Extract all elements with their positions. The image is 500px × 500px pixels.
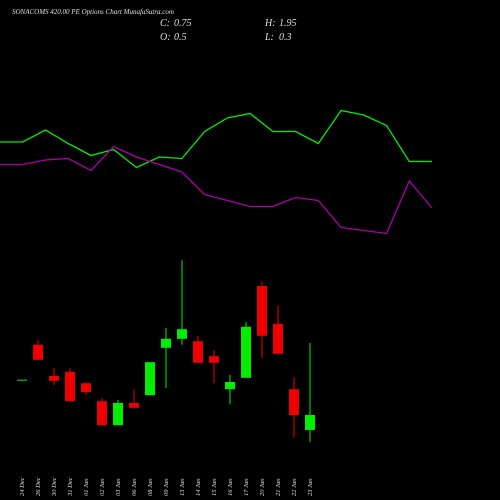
candle-body [129, 403, 139, 408]
candle-body [257, 286, 267, 336]
x-tick-label: 15 Jan [211, 478, 218, 496]
x-tick-label: 08 Jan [147, 478, 154, 496]
candle-body [81, 383, 91, 393]
candle-body [145, 362, 155, 396]
x-tick-label: 09 Jan [163, 478, 170, 496]
candle-body [33, 344, 43, 360]
indicator-line [0, 145, 433, 235]
x-tick-label: 06 Jan [131, 478, 138, 496]
x-tick-label: 02 Jan [99, 478, 106, 496]
chart-title: SONACOMS 420.00 PE Options Chart MunafaS… [12, 8, 174, 16]
candle-body [161, 338, 171, 348]
ohlc-key: C: [160, 18, 170, 29]
x-tick-label: 22 Jan [291, 478, 298, 496]
ohlc-key: L: [264, 32, 274, 43]
x-tick-label: 03 Jan [115, 478, 122, 496]
candle-body [241, 326, 251, 378]
candle-body [209, 356, 219, 363]
candle-body [17, 379, 27, 381]
candle-body [113, 403, 123, 426]
indicator-line [0, 109, 432, 169]
candle-body [193, 341, 203, 363]
candle-body [305, 415, 315, 430]
ohlc-key: O: [160, 32, 171, 43]
x-tick-label: 30 Dec [51, 477, 58, 497]
candle-body [225, 382, 235, 390]
candle-body [177, 329, 187, 339]
ohlc-value: 1.95 [279, 18, 297, 29]
x-tick-label: 23 Jan [307, 478, 314, 496]
x-tick-label: 14 Jan [195, 478, 202, 496]
ohlc-value: 0.75 [174, 18, 192, 29]
x-tick-label: 24 Dec [19, 477, 26, 496]
x-tick-label: 17 Jan [243, 478, 250, 496]
x-tick-label: 31 Dec [67, 477, 74, 497]
candle-body [97, 401, 107, 426]
ohlc-value: 0.5 [174, 32, 187, 43]
ohlc-value: 0.3 [279, 32, 292, 43]
candle-body [49, 376, 59, 381]
candle-body [273, 323, 283, 354]
x-tick-label: 01 Jan [83, 478, 90, 496]
x-tick-label: 26 Dec [35, 477, 42, 496]
x-tick-label: 13 Jan [179, 478, 186, 496]
x-tick-label: 21 Jan [275, 478, 282, 496]
x-tick-label: 16 Jan [227, 478, 234, 496]
candle-body [289, 389, 299, 415]
x-tick-label: 20 Jan [259, 478, 266, 496]
candle-body [65, 371, 75, 402]
ohlc-key: H: [264, 18, 276, 29]
